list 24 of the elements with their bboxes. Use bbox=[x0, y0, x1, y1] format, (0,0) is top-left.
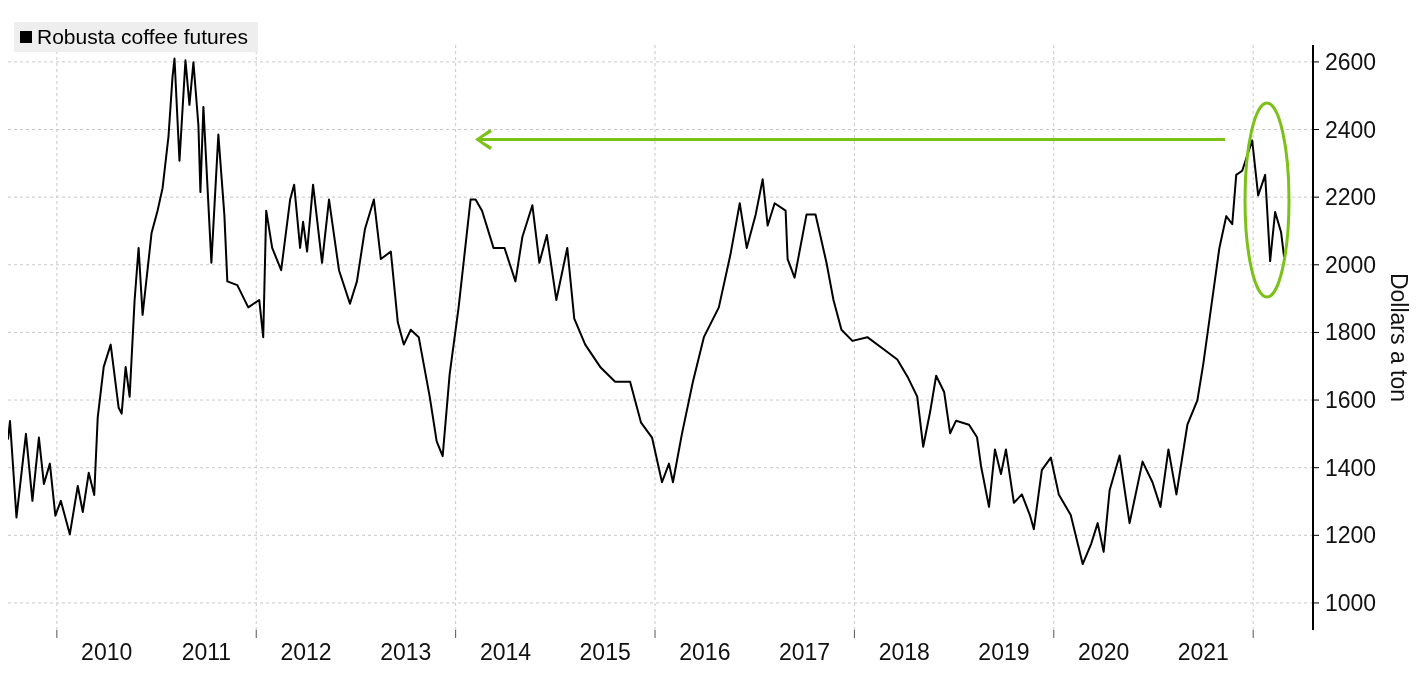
x-tick-label: 2011 bbox=[181, 639, 232, 665]
x-tick-label: 2014 bbox=[479, 639, 532, 665]
x-tick-label: 2012 bbox=[280, 639, 332, 665]
y-tick-label: 1200 bbox=[1325, 522, 1377, 549]
y-tick-label: 1400 bbox=[1325, 454, 1377, 481]
x-tick-label: 2015 bbox=[579, 639, 631, 665]
y-tick-label: 1000 bbox=[1325, 589, 1377, 616]
y-axis-title: Dollars a ton bbox=[1385, 272, 1412, 403]
y-tick-label: 2400 bbox=[1325, 116, 1377, 143]
y-tick-label: 2000 bbox=[1325, 251, 1377, 278]
x-tick-label: 2016 bbox=[679, 639, 731, 665]
x-tick-label: 2019 bbox=[978, 639, 1030, 665]
y-tick-label: 1600 bbox=[1325, 387, 1377, 414]
x-tick-label: 2018 bbox=[878, 639, 930, 665]
x-tick-label: 2021 bbox=[1177, 639, 1229, 665]
x-tick-label: 2020 bbox=[1078, 639, 1130, 665]
y-tick-label: 2600 bbox=[1325, 48, 1377, 75]
x-tick-label: 2010 bbox=[81, 639, 133, 665]
legend-label: Robusta coffee futures bbox=[37, 25, 248, 49]
y-tick-label: 2200 bbox=[1325, 184, 1377, 211]
x-tick-label: 2013 bbox=[380, 639, 432, 665]
line-series bbox=[8, 57, 1286, 566]
x-tick-label: 2017 bbox=[778, 639, 831, 665]
y-tick-label: 1800 bbox=[1325, 319, 1377, 346]
